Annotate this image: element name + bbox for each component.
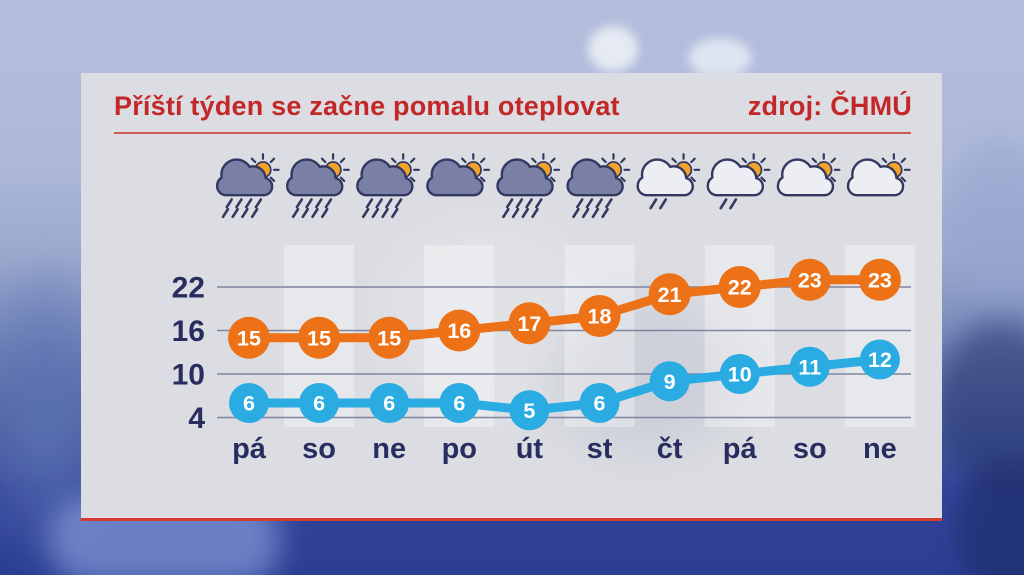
data-point-value: 17: [517, 312, 541, 336]
weather-icon-rain-sun-dark: [566, 153, 631, 219]
data-point-min: [369, 383, 410, 423]
data-point-min: [509, 390, 550, 431]
weather-icon-cloud-sun-light: [846, 153, 911, 197]
data-point-value: 23: [798, 268, 822, 292]
weather-icon-rain-sun-dark: [496, 153, 561, 219]
data-point-min: [439, 383, 480, 423]
x-axis-label: ne: [372, 433, 406, 465]
weather-icon-rain-sun-dark: [356, 153, 420, 219]
data-point-max: [368, 316, 411, 359]
data-point-value: 9: [664, 370, 676, 394]
data-point-min: [789, 346, 830, 387]
y-axis-label: 16: [172, 315, 205, 348]
data-point-value: 15: [377, 326, 401, 350]
data-point-value: 6: [594, 392, 606, 416]
data-point-max: [228, 316, 270, 359]
data-point-value: 15: [307, 326, 331, 350]
x-axis-label: ne: [863, 433, 897, 465]
data-point-max: [858, 258, 901, 301]
data-point-value: 12: [868, 348, 892, 372]
temp-line-max: [244, 275, 885, 343]
data-point-min: [719, 354, 760, 394]
y-axis-label: 4: [188, 402, 205, 435]
data-point-value: 16: [447, 319, 471, 343]
background-city-right-light: [945, 140, 1024, 300]
data-point-value: 6: [313, 392, 325, 416]
data-point-max: [438, 309, 481, 352]
x-axis-label: po: [442, 433, 477, 465]
page-title: Příští týden se začne pomalu oteplovat: [114, 91, 620, 121]
forecast-card: Příští týden se začne pomalu oteplovat z…: [81, 73, 942, 521]
temp-line-min: [244, 355, 885, 415]
weather-icon-rain-sun-dark: [285, 153, 350, 219]
y-axis-label: 22: [172, 272, 205, 305]
weather-icon-rain-sun-dark: [215, 153, 280, 219]
data-point-value: 6: [243, 392, 255, 416]
card-header: Příští týden se začne pomalu oteplovat z…: [114, 91, 912, 122]
weather-icon-cloud-sun-dark: [426, 153, 491, 197]
x-axis-label: so: [793, 433, 827, 465]
x-axis-label: út: [516, 433, 544, 465]
data-point-max: [648, 273, 691, 316]
data-point-value: 22: [728, 276, 752, 300]
data-point-value: 21: [658, 283, 682, 307]
temperature-chart-svg: 22 16 10 4 15 15 15 16 17 18 21 22 23 23 6 6 6 6 5 6 9 10 11 12…: [172, 153, 915, 465]
data-point-value: 18: [588, 305, 612, 329]
data-point-value: 23: [868, 268, 892, 292]
data-point-max: [578, 295, 621, 337]
data-point-min: [229, 383, 269, 423]
background-map-shape: [588, 26, 638, 72]
data-point-value: 15: [237, 326, 261, 350]
weather-icon-cloud-sun-light: [776, 153, 841, 197]
data-point-min: [579, 383, 620, 423]
background-map-shape2: [688, 38, 752, 78]
data-point-min: [649, 361, 690, 402]
data-point-min: [299, 383, 340, 423]
title-divider: [114, 132, 911, 134]
x-axis-label: so: [302, 433, 336, 465]
source-attribution: zdroj: ČHMÚ: [747, 91, 912, 121]
data-point-value: 6: [453, 392, 465, 416]
x-axis-label: pá: [723, 433, 758, 465]
x-axis-label: st: [587, 433, 613, 465]
y-axis-label: 10: [172, 359, 205, 392]
data-point-max: [298, 316, 341, 359]
data-point-max: [718, 266, 761, 308]
data-point-value: 11: [798, 355, 821, 379]
weather-icon-rain-sun-light: [706, 153, 771, 210]
weather-icon-rain-sun-light: [636, 153, 701, 210]
x-axis-label: čt: [657, 433, 683, 465]
x-axis-label: pá: [232, 433, 267, 465]
data-point-value: 10: [728, 363, 752, 387]
data-point-max: [508, 302, 551, 345]
temperature-chart: 22 16 10 4 15 15 15 16 17 18 21 22 23 23 6 6 6 6 5 6 9 10 11 12…: [81, 73, 942, 518]
data-point-value: 6: [383, 392, 395, 416]
data-point-value: 5: [523, 399, 535, 423]
data-point-min: [859, 339, 900, 380]
data-point-max: [788, 258, 831, 301]
